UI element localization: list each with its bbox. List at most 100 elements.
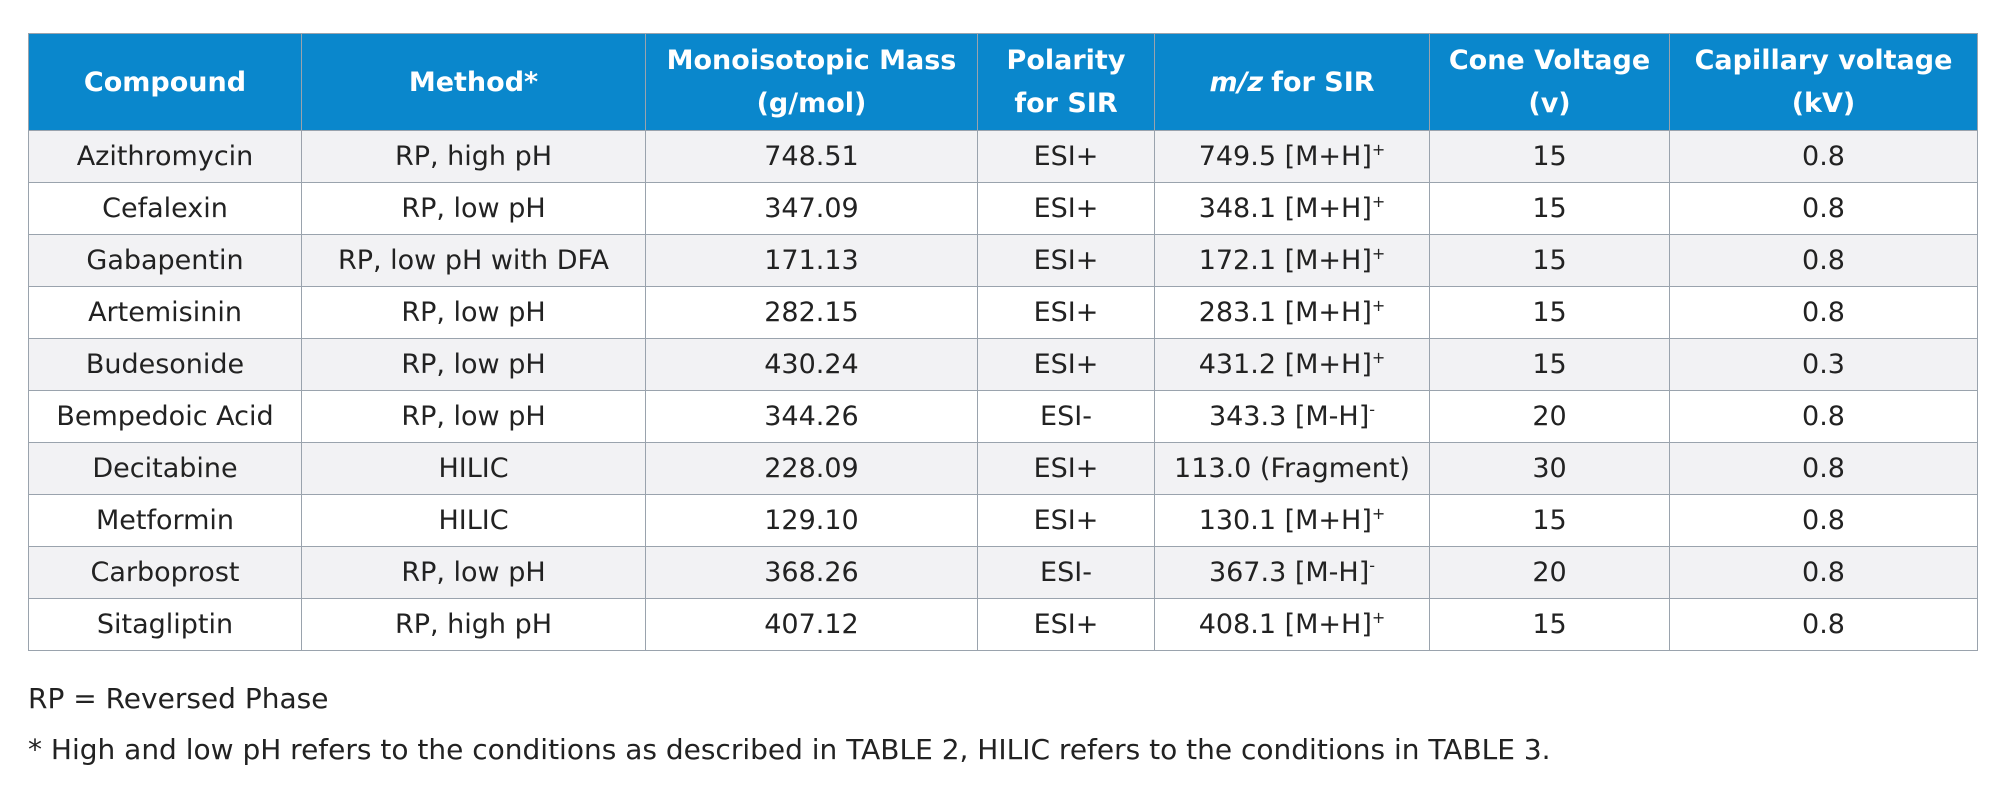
table-cell: 130.1 [M+H]+ xyxy=(1154,494,1430,547)
table-cell: RP, low pH xyxy=(301,286,646,339)
table-cell: 748.51 xyxy=(645,130,978,183)
table-row: Azithromycin RP, high pH 748.51 ESI+ 749.5 [… xyxy=(28,130,1978,183)
table-cell: 15 xyxy=(1429,598,1670,651)
table-cell: RP, low pH with DFA xyxy=(301,234,646,287)
cell-superscript: + xyxy=(1371,348,1386,367)
header-line: (g/mol) xyxy=(756,88,867,119)
table-row: Bempedoic Acid RP, low pH 344.26 ESI- 343.3 … xyxy=(28,390,1978,443)
cell-text: 172.1 [M+H] xyxy=(1198,245,1372,276)
table-cell: ESI+ xyxy=(977,130,1155,183)
header-row: Compound Method* Monoisotopic Mass (g/mol) P… xyxy=(28,33,1978,131)
table-row: Carboprost RP, low pH 368.26 ESI- 367.3 [M-H… xyxy=(28,546,1978,599)
table-cell: ESI+ xyxy=(977,494,1155,547)
cell-text: 749.5 [M+H] xyxy=(1198,141,1372,172)
table-cell: Cefalexin xyxy=(28,182,302,235)
table-cell: Carboprost xyxy=(28,546,302,599)
table-row: Cefalexin RP, low pH 347.09 ESI+ 348.1 [M+H]… xyxy=(28,182,1978,235)
cell-superscript: + xyxy=(1371,608,1386,627)
table-cell: 431.2 [M+H]+ xyxy=(1154,338,1430,391)
table-cell: ESI+ xyxy=(977,286,1155,339)
table-cell: 0.8 xyxy=(1669,182,1978,235)
table-cell: 0.8 xyxy=(1669,286,1978,339)
header-cell: Method* xyxy=(301,33,646,131)
table-cell: 0.8 xyxy=(1669,390,1978,443)
table-cell: ESI- xyxy=(977,390,1155,443)
table-body: Azithromycin RP, high pH 748.51 ESI+ 749.5 [… xyxy=(28,130,1978,651)
table-cell: 0.8 xyxy=(1669,234,1978,287)
table-row: Gabapentin RP, low pH with DFA 171.13 ESI+ 1… xyxy=(28,234,1978,287)
table-cell: 0.3 xyxy=(1669,338,1978,391)
cell-superscript: - xyxy=(1369,556,1376,575)
data-table: Compound Method* Monoisotopic Mass (g/mol) P… xyxy=(28,33,1978,651)
table-cell: Azithromycin xyxy=(28,130,302,183)
table-cell: 15 xyxy=(1429,130,1670,183)
table-cell: RP, low pH xyxy=(301,182,646,235)
header-italic: m/z xyxy=(1209,66,1264,98)
table-cell: Decitabine xyxy=(28,442,302,495)
header-cell: Cone Voltage (v) xyxy=(1429,33,1670,131)
header-line: for SIR xyxy=(1271,66,1375,98)
header-cell: Compound xyxy=(28,33,302,131)
table-cell: 407.12 xyxy=(645,598,978,651)
cell-superscript: + xyxy=(1371,140,1386,159)
cell-text: 431.2 [M+H] xyxy=(1198,349,1372,380)
header-line: Capillary voltage xyxy=(1694,45,1953,76)
table-cell: Gabapentin xyxy=(28,234,302,287)
table-row: Metformin HILIC 129.10 ESI+ 130.1 [M+H]+ 15 0.… xyxy=(28,494,1978,547)
table-cell: 749.5 [M+H]+ xyxy=(1154,130,1430,183)
table-cell: HILIC xyxy=(301,494,646,547)
header-line: Polarity xyxy=(1006,45,1126,76)
header-cell: Monoisotopic Mass (g/mol) xyxy=(645,33,978,131)
table-cell: 348.1 [M+H]+ xyxy=(1154,182,1430,235)
table-cell: ESI+ xyxy=(977,598,1155,651)
table-cell: RP, high pH xyxy=(301,130,646,183)
table-cell: 15 xyxy=(1429,286,1670,339)
cell-superscript: + xyxy=(1371,504,1386,523)
table-row: Decitabine HILIC 228.09 ESI+ 113.0 (Fragment… xyxy=(28,442,1978,495)
cell-text: 408.1 [M+H] xyxy=(1198,609,1372,640)
table-cell: 0.8 xyxy=(1669,130,1978,183)
table-cell: 0.8 xyxy=(1669,442,1978,495)
cell-superscript: + xyxy=(1371,244,1386,263)
cell-text: 367.3 [M-H] xyxy=(1208,557,1370,588)
header-line: Compound xyxy=(83,66,247,98)
header-line: (v) xyxy=(1528,88,1571,119)
table-cell: 408.1 [M+H]+ xyxy=(1154,598,1430,651)
table-cell: HILIC xyxy=(301,442,646,495)
cell-superscript: + xyxy=(1371,296,1386,315)
table-cell: 171.13 xyxy=(645,234,978,287)
table-cell: 343.3 [M-H]- xyxy=(1154,390,1430,443)
table-cell: 15 xyxy=(1429,182,1670,235)
table-cell: ESI+ xyxy=(977,338,1155,391)
header-line: Method* xyxy=(408,66,539,98)
header-cell: Polarity for SIR xyxy=(977,33,1155,131)
table-cell: 15 xyxy=(1429,234,1670,287)
footnote: * High and low pH refers to the conditio… xyxy=(28,733,1551,766)
table-cell: RP, low pH xyxy=(301,546,646,599)
table-cell: RP, low pH xyxy=(301,338,646,391)
table-cell: 15 xyxy=(1429,338,1670,391)
table-cell: Metformin xyxy=(28,494,302,547)
table-cell: 20 xyxy=(1429,546,1670,599)
table-row: Artemisinin RP, low pH 282.15 ESI+ 283.1 [M+… xyxy=(28,286,1978,339)
table-cell: 283.1 [M+H]+ xyxy=(1154,286,1430,339)
header-line: Monoisotopic Mass xyxy=(666,45,957,76)
table-cell: 20 xyxy=(1429,390,1670,443)
table-cell: ESI+ xyxy=(977,442,1155,495)
header-line: Cone Voltage xyxy=(1448,45,1651,76)
table-cell: Bempedoic Acid xyxy=(28,390,302,443)
table-cell: 0.8 xyxy=(1669,546,1978,599)
table-cell: 113.0 (Fragment) xyxy=(1154,442,1430,495)
table-cell: 30 xyxy=(1429,442,1670,495)
table-cell: Budesonide xyxy=(28,338,302,391)
table-cell: ESI+ xyxy=(977,182,1155,235)
table-cell: 0.8 xyxy=(1669,494,1978,547)
footnote: RP = Reversed Phase xyxy=(28,682,329,715)
table-cell: 129.10 xyxy=(645,494,978,547)
table-row: Budesonide RP, low pH 430.24 ESI+ 431.2 [M+H… xyxy=(28,338,1978,391)
header-cell: Capillary voltage (kV) xyxy=(1669,33,1978,131)
table-cell: Artemisinin xyxy=(28,286,302,339)
cell-text: 348.1 [M+H] xyxy=(1198,193,1372,224)
table-cell: 347.09 xyxy=(645,182,978,235)
